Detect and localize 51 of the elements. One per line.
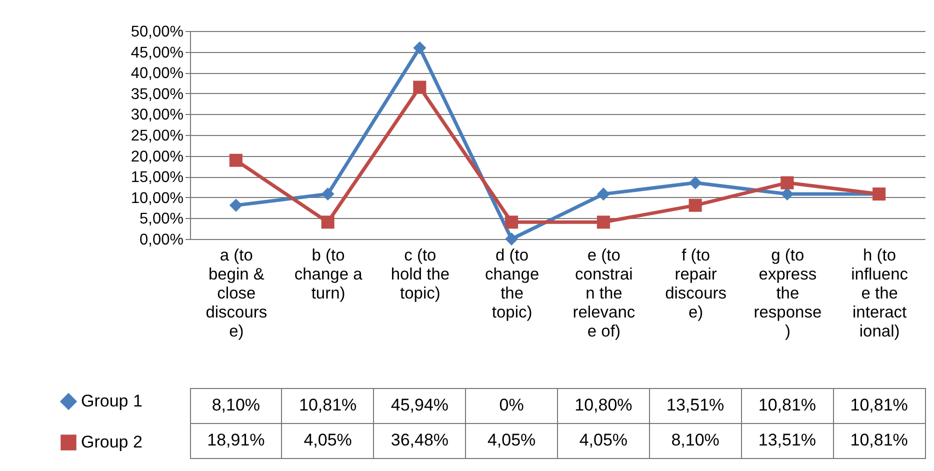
y-tick-label: 20,00% (130, 148, 184, 166)
x-tick-label: f (to repair discourse) (665, 246, 727, 322)
x-tick-label: b (to change a turn) (294, 246, 364, 302)
x-tick-label: g (to express the response) (754, 246, 822, 340)
x-tick-label: e (to constrain the relevance of) (572, 246, 636, 340)
data-label: 4,05% (304, 430, 352, 450)
data-label: 13,51% (758, 430, 816, 450)
point (505, 232, 518, 246)
y-tick-label: 15,00% (130, 169, 184, 186)
legend-label: Group 2 (81, 432, 142, 452)
data-label: 4,05% (487, 430, 536, 450)
point (413, 80, 426, 94)
point (321, 216, 334, 229)
data-label: 45,94% (390, 396, 449, 414)
point (780, 176, 794, 190)
data-label: 10,81% (758, 396, 816, 414)
x-tick-label: c (to hold the topic) (390, 246, 450, 302)
y-tick-label: 0,00% (140, 232, 184, 248)
y-tick-label: 35,00% (130, 86, 184, 103)
point (688, 198, 702, 212)
y-tick-label: 25,00% (130, 128, 184, 144)
y-tick-label: 30,00% (130, 106, 184, 124)
data-label: 10,81% (298, 396, 357, 414)
y-tick-label: 45,00% (130, 44, 184, 62)
data-label: 13,51% (666, 396, 724, 414)
y-tick-label: 10,00% (130, 190, 184, 207)
x-tick-label: a (to begin & close discourse) (206, 246, 268, 340)
point (596, 188, 610, 201)
data-label: 8,10% (212, 396, 260, 414)
data-label: 10,81% (850, 430, 908, 450)
point (505, 216, 518, 229)
data-label: 36,48% (390, 430, 449, 450)
point (229, 154, 242, 167)
data-label: 10,81% (850, 396, 908, 414)
data-label: 8,10% (671, 430, 720, 450)
point (413, 41, 426, 54)
y-tick-label: 40,00% (130, 65, 184, 82)
point (596, 216, 610, 229)
point (780, 188, 794, 201)
y-tick-label: 50,00% (130, 24, 184, 40)
data-label: 4,05% (579, 430, 628, 450)
data-label: 10,80% (574, 396, 632, 414)
y-tick-label: 5,00% (140, 210, 184, 228)
point (688, 176, 702, 190)
point (321, 188, 334, 201)
x-tick-label: d (to change the topic) (484, 246, 540, 322)
legend-label: Group 1 (81, 392, 142, 410)
data-label: 18,91% (207, 430, 265, 450)
point (229, 198, 242, 212)
x-tick-label: h (to influence the interactional) (851, 246, 908, 340)
data-label: 0% (499, 396, 524, 414)
